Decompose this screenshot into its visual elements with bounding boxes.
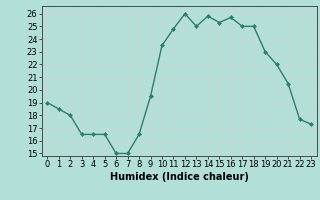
X-axis label: Humidex (Indice chaleur): Humidex (Indice chaleur) xyxy=(110,172,249,182)
